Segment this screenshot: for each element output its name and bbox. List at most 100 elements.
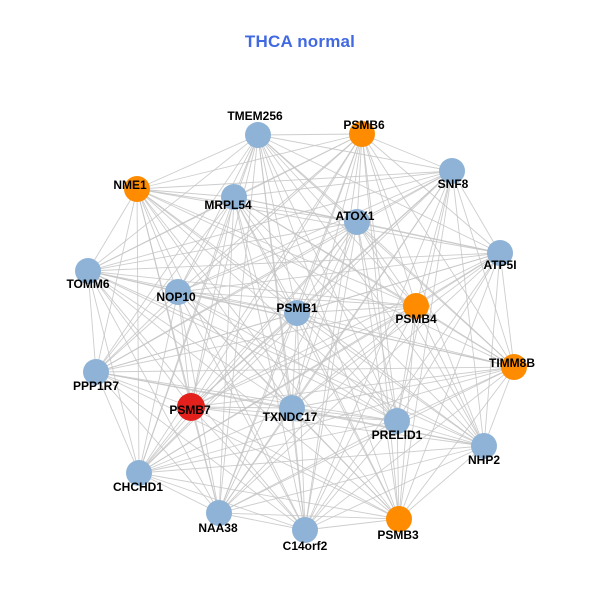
graph-node-label-PSMB3: PSMB3 <box>377 528 419 542</box>
graph-node-label-CHCHD1: CHCHD1 <box>113 480 163 494</box>
graph-edge <box>361 133 417 307</box>
graph-node-label-TMEM256: TMEM256 <box>227 109 283 123</box>
graph-edge <box>190 252 501 408</box>
graph-edge <box>361 133 453 172</box>
graph-edge <box>218 512 400 520</box>
graph-edge <box>95 371 192 408</box>
graph-node-label-NOP10: NOP10 <box>156 290 196 304</box>
graph-edge <box>136 188 220 514</box>
graph-node-label-NAA38: NAA38 <box>198 521 238 535</box>
graph-edge <box>95 133 363 373</box>
graph-edge <box>296 312 485 447</box>
graph-edge <box>218 134 259 514</box>
graph-edge <box>177 252 501 293</box>
graph-node-label-PSMB1: PSMB1 <box>276 301 318 315</box>
graph-edge <box>177 221 358 293</box>
graph-edge <box>138 196 235 474</box>
graph-edge <box>177 291 417 307</box>
graph-edge <box>95 134 259 373</box>
graph-edge <box>95 371 306 531</box>
graph-edge <box>415 305 515 368</box>
graph-node-PSMB4 <box>403 293 429 319</box>
graph-edge <box>87 270 220 514</box>
graph-edge <box>257 134 417 307</box>
graph-edge <box>233 170 453 198</box>
graph-node-label-NHP2: NHP2 <box>468 453 500 467</box>
graph-edge <box>177 291 192 408</box>
graph-edge <box>398 445 485 520</box>
graph-edge <box>218 312 298 514</box>
graph-edge <box>87 270 400 520</box>
graph-edge <box>361 133 485 447</box>
graph-edge <box>398 252 501 520</box>
graph-edge <box>87 270 293 409</box>
graph-edge <box>190 170 453 408</box>
graph-edge <box>233 196 293 409</box>
graph-edge <box>304 252 501 531</box>
graph-edge <box>304 305 417 531</box>
graph-edge <box>291 366 515 409</box>
graph-edge <box>95 371 398 422</box>
graph-edge <box>218 512 306 531</box>
graph-edge <box>218 366 515 514</box>
graph-node-NME1 <box>124 176 150 202</box>
graph-edge <box>138 366 515 474</box>
graph-edge <box>87 270 417 307</box>
graph-edge <box>218 196 235 514</box>
graph-edge <box>218 407 293 514</box>
graph-edge <box>190 312 298 408</box>
graph-edge <box>233 196 298 314</box>
graph-edge <box>95 305 417 373</box>
graph-edge <box>136 188 400 520</box>
graph-edge <box>138 445 485 474</box>
graph-edge <box>415 305 485 447</box>
graph-node-label-PSMB4: PSMB4 <box>395 312 437 326</box>
graph-edge <box>398 305 417 520</box>
graph-edge <box>95 371 220 514</box>
graph-node-label-PSMB6: PSMB6 <box>343 118 385 132</box>
graph-edge <box>257 134 298 314</box>
graph-edge <box>218 420 398 514</box>
graph-edge <box>304 366 515 531</box>
graph-edge <box>87 170 453 272</box>
graph-edge <box>296 312 398 422</box>
graph-edge <box>136 133 363 190</box>
graph-edge <box>356 221 485 447</box>
graph-edge <box>95 221 358 373</box>
graph-edge <box>177 291 515 368</box>
graph-node-label-TXNDC17: TXNDC17 <box>263 410 318 424</box>
graph-edge <box>136 188 485 447</box>
graph-node-label-PRELID1: PRELID1 <box>372 428 423 442</box>
graph-edge <box>87 252 501 272</box>
graph-edge <box>291 407 400 520</box>
graph-node-SNF8 <box>439 158 465 184</box>
graph-node-label-PSMB7: PSMB7 <box>169 403 211 417</box>
graph-node-PPP1R7 <box>83 359 109 385</box>
graph-edge <box>136 188 306 531</box>
graph-edge <box>291 133 363 409</box>
graph-node-TXNDC17 <box>279 395 305 421</box>
graph-edge <box>138 472 220 514</box>
graph-edge <box>398 366 515 520</box>
graph-edge <box>136 188 179 293</box>
graph-edge <box>257 134 398 422</box>
graph-edge <box>138 406 192 474</box>
graph-node-label-MRPL54: MRPL54 <box>204 198 252 212</box>
graph-node-PSMB1 <box>284 300 310 326</box>
graph-node-PRELID1 <box>384 408 410 434</box>
graph-edge <box>87 270 485 447</box>
graph-edge <box>136 170 453 190</box>
graph-node-label-NME1: NME1 <box>113 178 147 192</box>
graph-node-TOMM6 <box>75 258 101 284</box>
graph-edge <box>136 188 501 254</box>
graph-edge <box>361 133 501 254</box>
graph-edge <box>87 134 259 272</box>
graph-edge <box>190 221 358 408</box>
graph-edge <box>296 305 417 314</box>
graph-edge <box>95 188 138 373</box>
graph-edge <box>396 170 453 422</box>
graph-edge <box>190 196 235 408</box>
graph-edge <box>95 371 140 474</box>
graph-edge <box>257 133 363 136</box>
